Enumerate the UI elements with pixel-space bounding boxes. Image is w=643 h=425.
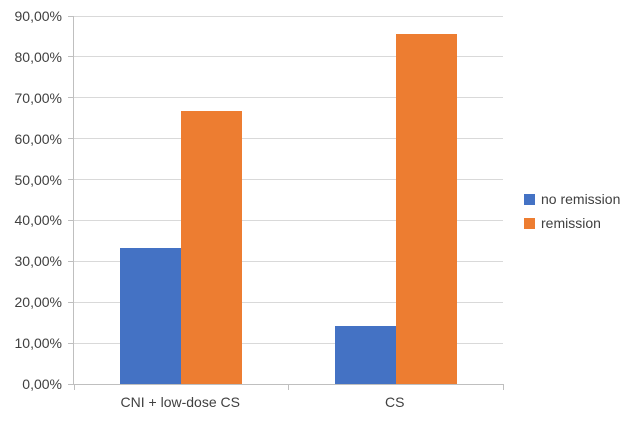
- y-axis-tick: [68, 56, 74, 58]
- x-axis-category-label: CS: [385, 394, 405, 410]
- y-axis-tick-label: 0,00%: [22, 376, 62, 392]
- gridline: [74, 260, 503, 262]
- y-axis-tick: [68, 342, 74, 344]
- no-remission-swatch-icon: [524, 193, 535, 205]
- legend-item-no-remission: no remission: [524, 190, 620, 208]
- y-axis-tick-label: 30,00%: [14, 253, 62, 270]
- gridline: [74, 138, 503, 140]
- bar-remission-CNI-low-dose-CS: [181, 111, 243, 384]
- legend-label: remission: [541, 215, 601, 231]
- y-axis-tick: [68, 97, 74, 99]
- gridline: [74, 56, 503, 58]
- y-axis-tick-label: 50,00%: [14, 171, 62, 188]
- gridline: [74, 219, 503, 221]
- x-axis-tick: [73, 384, 75, 390]
- y-axis-tick: [68, 15, 74, 17]
- y-axis-tick: [68, 301, 74, 303]
- y-axis-tick: [68, 260, 74, 262]
- y-axis-tick-label: 10,00%: [14, 335, 62, 352]
- y-axis-tick-label: 70,00%: [14, 89, 62, 106]
- y-axis-tick-label: 40,00%: [14, 212, 62, 229]
- x-axis-tick: [288, 384, 289, 390]
- y-axis-tick-label: 90,00%: [14, 8, 62, 24]
- y-axis-tick-label: 60,00%: [14, 130, 62, 147]
- y-axis-tick-label: 80,00%: [14, 48, 62, 65]
- gridline: [74, 15, 503, 17]
- y-axis-tick: [68, 219, 74, 221]
- remission-swatch-icon: [524, 217, 535, 229]
- bar-no-remission-CNI-low-dose-CS: [120, 247, 182, 384]
- y-axis-tick: [68, 383, 74, 385]
- bar-no-remission-CS: [334, 325, 396, 384]
- y-axis-tick: [68, 179, 74, 181]
- y-axis-tick: [68, 138, 74, 140]
- x-axis-tick: [502, 384, 504, 390]
- x-axis-category-label: CNI + low-dose CS: [120, 394, 240, 410]
- legend: no remission remission: [524, 190, 620, 238]
- gridline: [74, 179, 503, 181]
- y-axis-tick-label: 20,00%: [14, 294, 62, 311]
- plot-area: [68, 15, 504, 390]
- bar-remission-CS: [395, 33, 457, 384]
- gridline: [74, 342, 503, 344]
- gridline: [74, 301, 503, 303]
- legend-item-remission: remission: [524, 214, 620, 232]
- gridline: [74, 97, 503, 99]
- legend-label: no remission: [541, 191, 621, 207]
